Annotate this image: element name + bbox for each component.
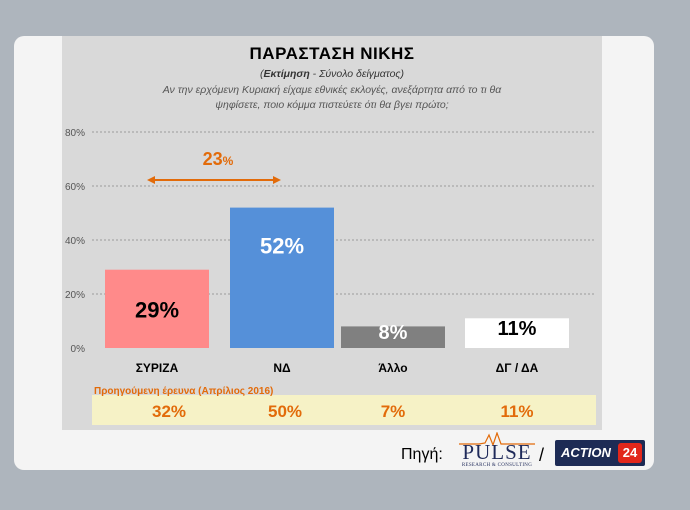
pulse-wave-icon	[459, 432, 535, 446]
difference-number: 23	[203, 149, 223, 169]
bar	[465, 318, 569, 348]
difference-arrowhead-right	[273, 176, 281, 184]
previous-survey-value: 11%	[500, 402, 534, 421]
previous-survey-value: 7%	[380, 402, 406, 421]
bar-value-label: 8%	[379, 322, 408, 344]
bar-value-label: 11%	[498, 318, 537, 340]
y-tick-label: 60%	[65, 182, 85, 193]
difference-arrowhead-left	[147, 176, 155, 184]
previous-survey-band	[92, 395, 596, 425]
pulse-tagline: RESEARCH & CONSULTING	[461, 463, 533, 468]
x-category-label: ΔΓ / ΔΑ	[496, 361, 539, 375]
difference-unit: %	[223, 154, 234, 168]
y-tick-label: 0%	[71, 344, 86, 355]
x-category-label: ΝΔ	[273, 361, 291, 375]
x-category-label: Άλλο	[378, 361, 407, 375]
bar	[341, 326, 445, 348]
logo-separator: /	[539, 445, 545, 465]
previous-survey-value: 32%	[151, 402, 187, 421]
subtitle-open: (	[259, 68, 264, 80]
pulse-wordmark: PULSE	[462, 440, 532, 464]
chart-subtitle: (Εκτίμηση - Σύνολο δείγματος)	[62, 68, 602, 80]
question-line-2: ψηφίσετε, ποιο κόμμα πιστεύετε ότι θα βγ…	[215, 99, 449, 111]
source-label: Πηγή:	[401, 446, 443, 463]
previous-survey-title: Προηγούμενη έρευνα (Απρίλιος 2016)	[94, 386, 274, 397]
subtitle-bold: Εκτίμηση	[263, 68, 310, 80]
pulse-logo: PULSE RESEARCH & CONSULTING	[459, 432, 535, 472]
bar	[105, 269, 209, 348]
y-tick-label: 80%	[65, 128, 85, 139]
previous-survey-value: 50%	[267, 402, 303, 421]
bar-value-label: 29%	[135, 298, 179, 323]
action24-number: 24	[618, 443, 642, 463]
action24-logo: ACTION 24	[555, 440, 645, 466]
subtitle-rest: - Σύνολο δείγματος)	[309, 68, 405, 80]
bar	[230, 207, 334, 348]
y-tick-label: 40%	[65, 236, 85, 247]
bar-value-label: 52%	[260, 234, 304, 259]
action24-word: ACTION	[561, 445, 611, 460]
y-tick-label: 20%	[65, 290, 85, 301]
chart-title: ΠΑΡΑΣΤΑΣΗ ΝΙΚΗΣ	[249, 44, 415, 63]
question-line-1: Αν την ερχόμενη Κυριακή είχαμε εθνικές ε…	[162, 84, 502, 96]
x-category-label: ΣΥΡΙΖΑ	[136, 361, 179, 375]
difference-label: 23%	[203, 149, 234, 169]
